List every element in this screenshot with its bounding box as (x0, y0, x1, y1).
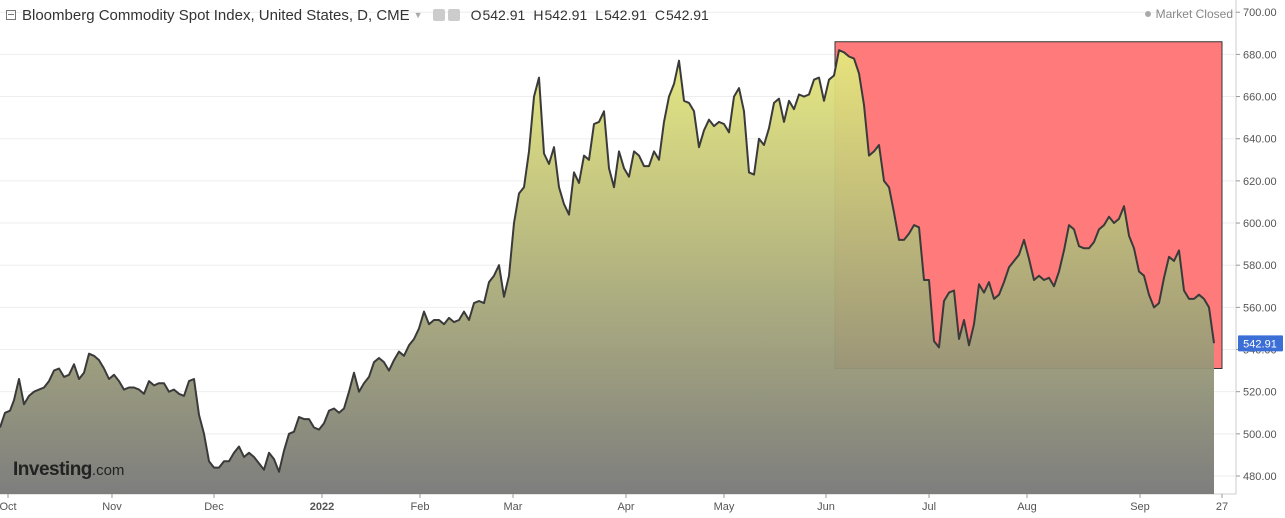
x-axis: Oct Nov Dec 2022 Feb Mar Apr May Jun Jul Aug Sep 27 (0, 494, 1228, 513)
x-tick-label: 2022 (310, 501, 334, 513)
ohlc-low: L542.91 (595, 7, 647, 23)
price-line (0, 49, 1215, 473)
x-tick-label: Mar (504, 501, 523, 513)
last-price-badge-label: 542.91 (1243, 338, 1277, 350)
settings-icon[interactable] (432, 9, 445, 21)
x-tick-label: Oct (0, 501, 17, 513)
x-tick-label: May (714, 501, 735, 513)
chart-header: Bloomberg Commodity Spot Index, United S… (0, 0, 709, 30)
y-tick-label: 680.00 (1243, 49, 1277, 61)
market-status: Market Closed (1144, 7, 1233, 21)
x-tick-label: Sep (1130, 501, 1150, 513)
x-tick-label: Feb (411, 501, 430, 513)
x-tick-label: Jun (817, 501, 835, 513)
y-tick-label: 600.00 (1243, 218, 1277, 230)
y-tick-label: 500.00 (1243, 429, 1277, 441)
x-tick-label: Dec (204, 501, 224, 513)
y-tick-label: 560.00 (1243, 302, 1277, 314)
y-tick-label: 660.00 (1243, 92, 1277, 104)
y-tick-label: 480.00 (1243, 471, 1277, 483)
y-tick-label: 700.00 (1243, 7, 1277, 19)
y-axis: 480.00500.00520.00540.00560.00580.00600.… (1236, 7, 1277, 483)
x-tick-label: Nov (102, 501, 122, 513)
collapse-icon[interactable] (6, 10, 16, 20)
investing-logo: Investing.com (13, 459, 125, 480)
x-tick-label: Aug (1017, 501, 1037, 513)
x-tick-label: Jul (922, 501, 936, 513)
y-tick-label: 580.00 (1243, 260, 1277, 272)
market-status-label: Market Closed (1155, 7, 1233, 21)
last-price-badge: 542.91 (1238, 335, 1283, 352)
x-tick-label: Apr (617, 501, 634, 513)
ohlc-open: O542.91 (470, 7, 526, 23)
hide-icon[interactable] (447, 9, 460, 21)
price-area (0, 50, 1214, 494)
y-tick-label: 620.00 (1243, 176, 1277, 188)
status-dot-icon (1144, 11, 1151, 17)
ohlc-close: C542.91 (654, 7, 709, 23)
ohlc-high: H542.91 (533, 7, 588, 23)
y-tick-label: 520.00 (1243, 387, 1277, 399)
last-price-badge-bg (1238, 335, 1283, 352)
x-tick-label: 27 (1216, 501, 1228, 513)
y-tick-label: 640.00 (1243, 134, 1277, 146)
chevron-down-icon[interactable]: ▼ (413, 10, 423, 20)
chart-title: Bloomberg Commodity Spot Index, United S… (22, 6, 410, 24)
